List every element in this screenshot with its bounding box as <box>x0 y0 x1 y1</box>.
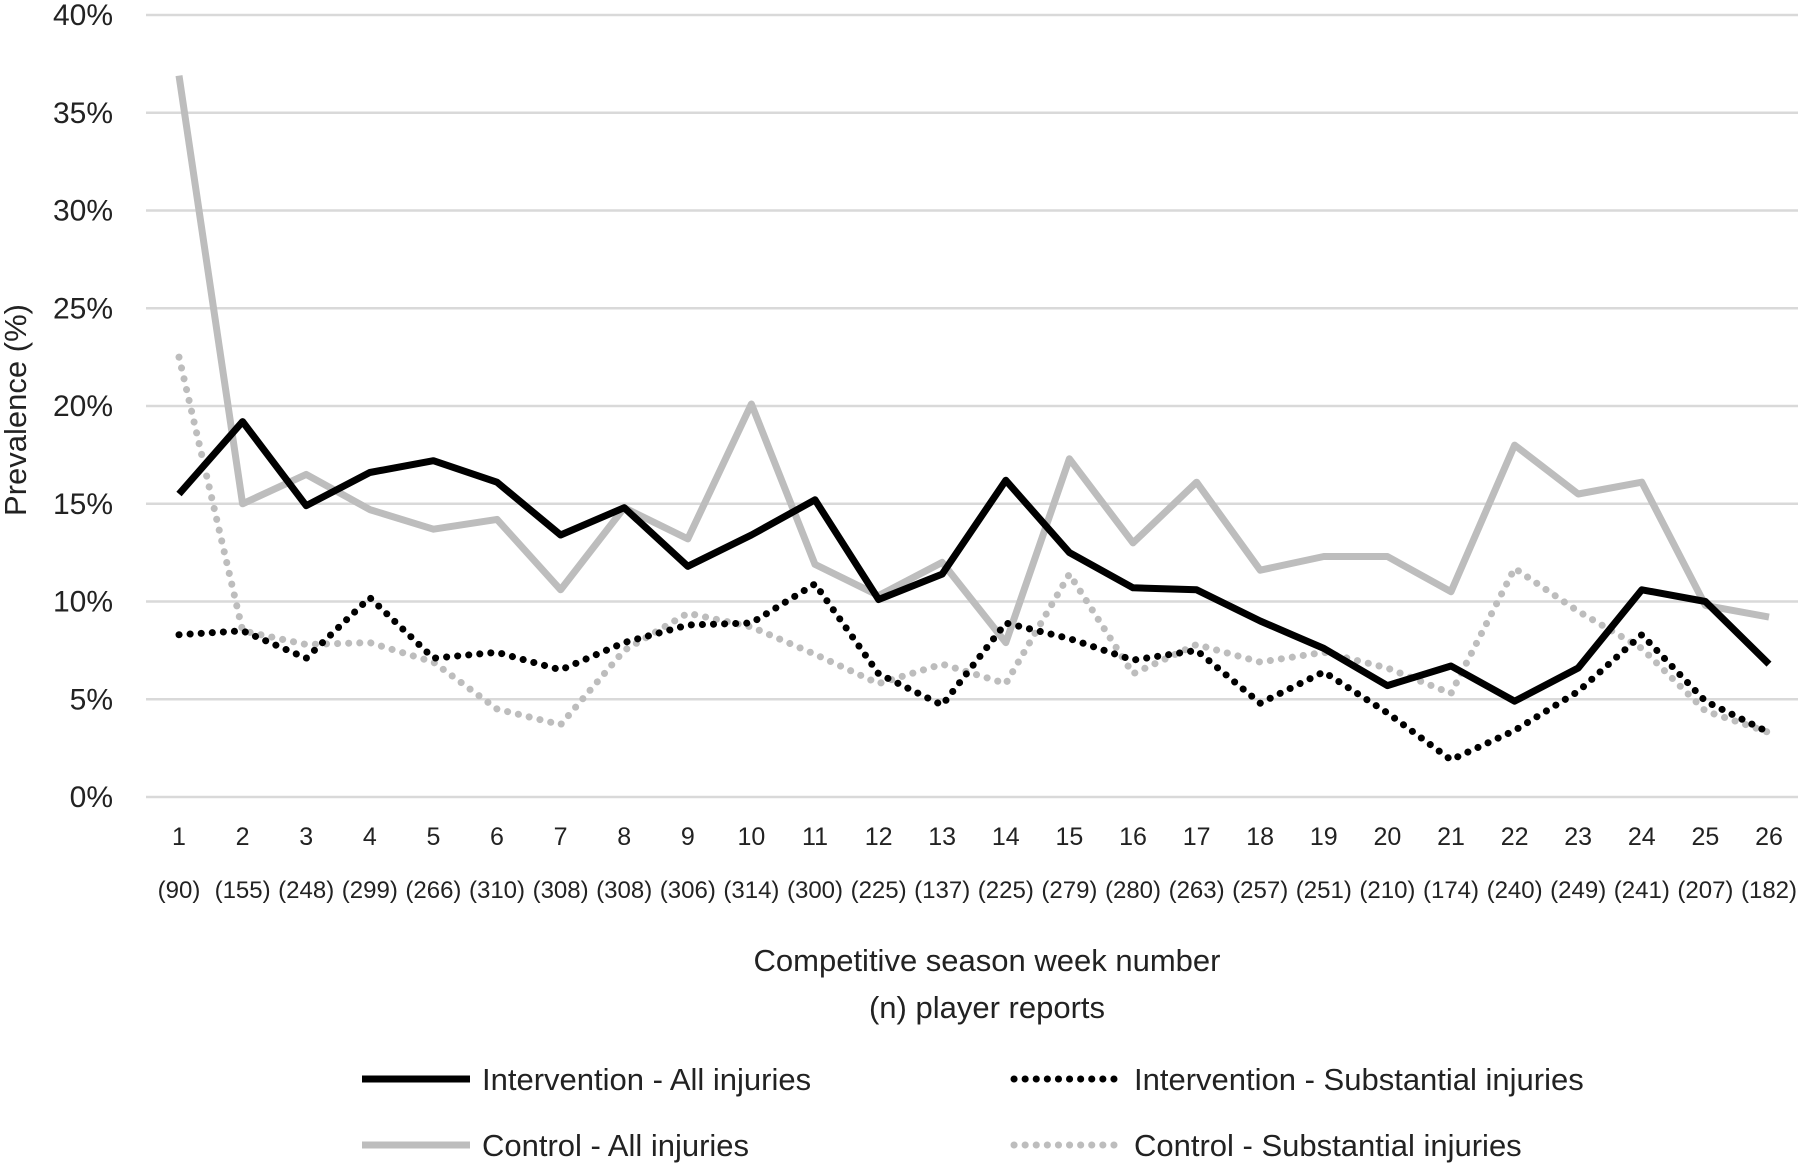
x-count-label: (182) <box>1741 877 1797 904</box>
x-tick-label: 5 <box>426 823 440 851</box>
x-count-label: (306) <box>660 877 716 904</box>
x-count-label: (90) <box>158 877 201 904</box>
series-line-control-substantial-injuries <box>175 353 1773 736</box>
x-tick-label: 13 <box>928 823 956 851</box>
series-line-intervention-all-injuries <box>176 418 1772 705</box>
x-count-label: (210) <box>1359 877 1415 904</box>
x-count-label: (308) <box>533 877 589 904</box>
x-count-label: (249) <box>1550 877 1606 904</box>
x-count-label: (225) <box>978 877 1034 904</box>
legend-label-intervention-all-injuries: Intervention - All injuries <box>482 1062 811 1097</box>
x-count-label: (174) <box>1423 877 1479 904</box>
x-tick-label: 26 <box>1755 823 1783 851</box>
y-tick-label: 20% <box>53 390 113 423</box>
x-tick-label: 25 <box>1691 823 1719 851</box>
x-tick-label: 7 <box>554 823 568 851</box>
series-lines <box>175 75 1773 764</box>
x-count-label: (263) <box>1169 877 1225 904</box>
x-count-label: (314) <box>723 877 779 904</box>
legend: Intervention - All injuries Intervention … <box>362 1062 1584 1163</box>
y-axis-title: Prevalence (%) <box>0 304 33 516</box>
x-axis-subtitle: (n) player reports <box>869 990 1105 1025</box>
y-tick-label: 5% <box>70 683 113 716</box>
x-tick-label: 6 <box>490 823 504 851</box>
y-tick-label: 25% <box>53 292 113 325</box>
x-tick-label: 2 <box>236 823 250 851</box>
x-tick-label: 1 <box>172 823 186 851</box>
x-count-label: (308) <box>596 877 652 904</box>
y-axis-tick-labels: 0% 5% 10% 15% 20% 25% 30% 35% 40% <box>53 0 113 814</box>
x-tick-label: 17 <box>1183 823 1211 851</box>
x-count-label: (248) <box>278 877 334 904</box>
x-count-label: (155) <box>215 877 271 904</box>
x-count-label: (240) <box>1487 877 1543 904</box>
y-tick-label: 15% <box>53 488 113 521</box>
x-tick-label: 21 <box>1437 823 1465 851</box>
series-line-intervention-substantial-injuries <box>175 580 1773 764</box>
x-tick-label: 11 <box>802 823 828 851</box>
x-tick-label: 23 <box>1564 823 1592 851</box>
x-count-label: (266) <box>405 877 461 904</box>
x-axis-count-labels: (90) (155) (248) (299) (266) (310) (308) (308) (… <box>158 877 1797 904</box>
series-line-control-all-injuries <box>175 75 1770 647</box>
x-tick-label: 18 <box>1246 823 1274 851</box>
x-tick-label: 16 <box>1119 823 1147 851</box>
x-count-label: (207) <box>1677 877 1733 904</box>
x-count-label: (137) <box>914 877 970 904</box>
y-tick-label: 40% <box>53 0 113 32</box>
x-tick-label: 10 <box>737 823 765 851</box>
x-tick-label: 4 <box>363 823 377 851</box>
x-count-label: (279) <box>1041 877 1097 904</box>
x-tick-label: 24 <box>1628 823 1656 851</box>
x-count-label: (241) <box>1614 877 1670 904</box>
x-tick-label: 19 <box>1310 823 1338 851</box>
x-tick-label: 20 <box>1373 823 1401 851</box>
x-tick-label: 3 <box>299 823 313 851</box>
legend-label-control-substantial-injuries: Control - Substantial injuries <box>1134 1128 1522 1163</box>
x-tick-label: 9 <box>681 823 695 851</box>
x-count-label: (280) <box>1105 877 1161 904</box>
x-tick-label: 22 <box>1501 823 1529 851</box>
x-count-label: (251) <box>1296 877 1352 904</box>
x-count-label: (299) <box>342 877 398 904</box>
y-tick-label: 0% <box>70 781 113 814</box>
x-count-label: (310) <box>469 877 525 904</box>
x-count-label: (300) <box>787 877 843 904</box>
x-axis-title: Competitive season week number <box>754 943 1221 978</box>
x-count-label: (225) <box>851 877 907 904</box>
y-tick-label: 35% <box>53 97 113 130</box>
legend-label-control-all-injuries: Control - All injuries <box>482 1128 749 1163</box>
gridlines <box>146 13 1798 799</box>
x-tick-label: 14 <box>992 823 1020 851</box>
x-tick-label: 15 <box>1055 823 1083 851</box>
x-count-label: (257) <box>1232 877 1288 904</box>
x-axis-tick-labels: 1 2 3 4 5 6 7 8 9 10 11 12 13 14 15 16 17 18 19 20 21 22 23 24 2… <box>172 823 1783 851</box>
x-tick-label: 12 <box>865 823 893 851</box>
y-tick-label: 10% <box>53 586 113 619</box>
x-tick-label: 8 <box>617 823 631 851</box>
y-tick-label: 30% <box>53 195 113 228</box>
legend-label-intervention-substantial-injuries: Intervention - Substantial injuries <box>1134 1062 1584 1097</box>
